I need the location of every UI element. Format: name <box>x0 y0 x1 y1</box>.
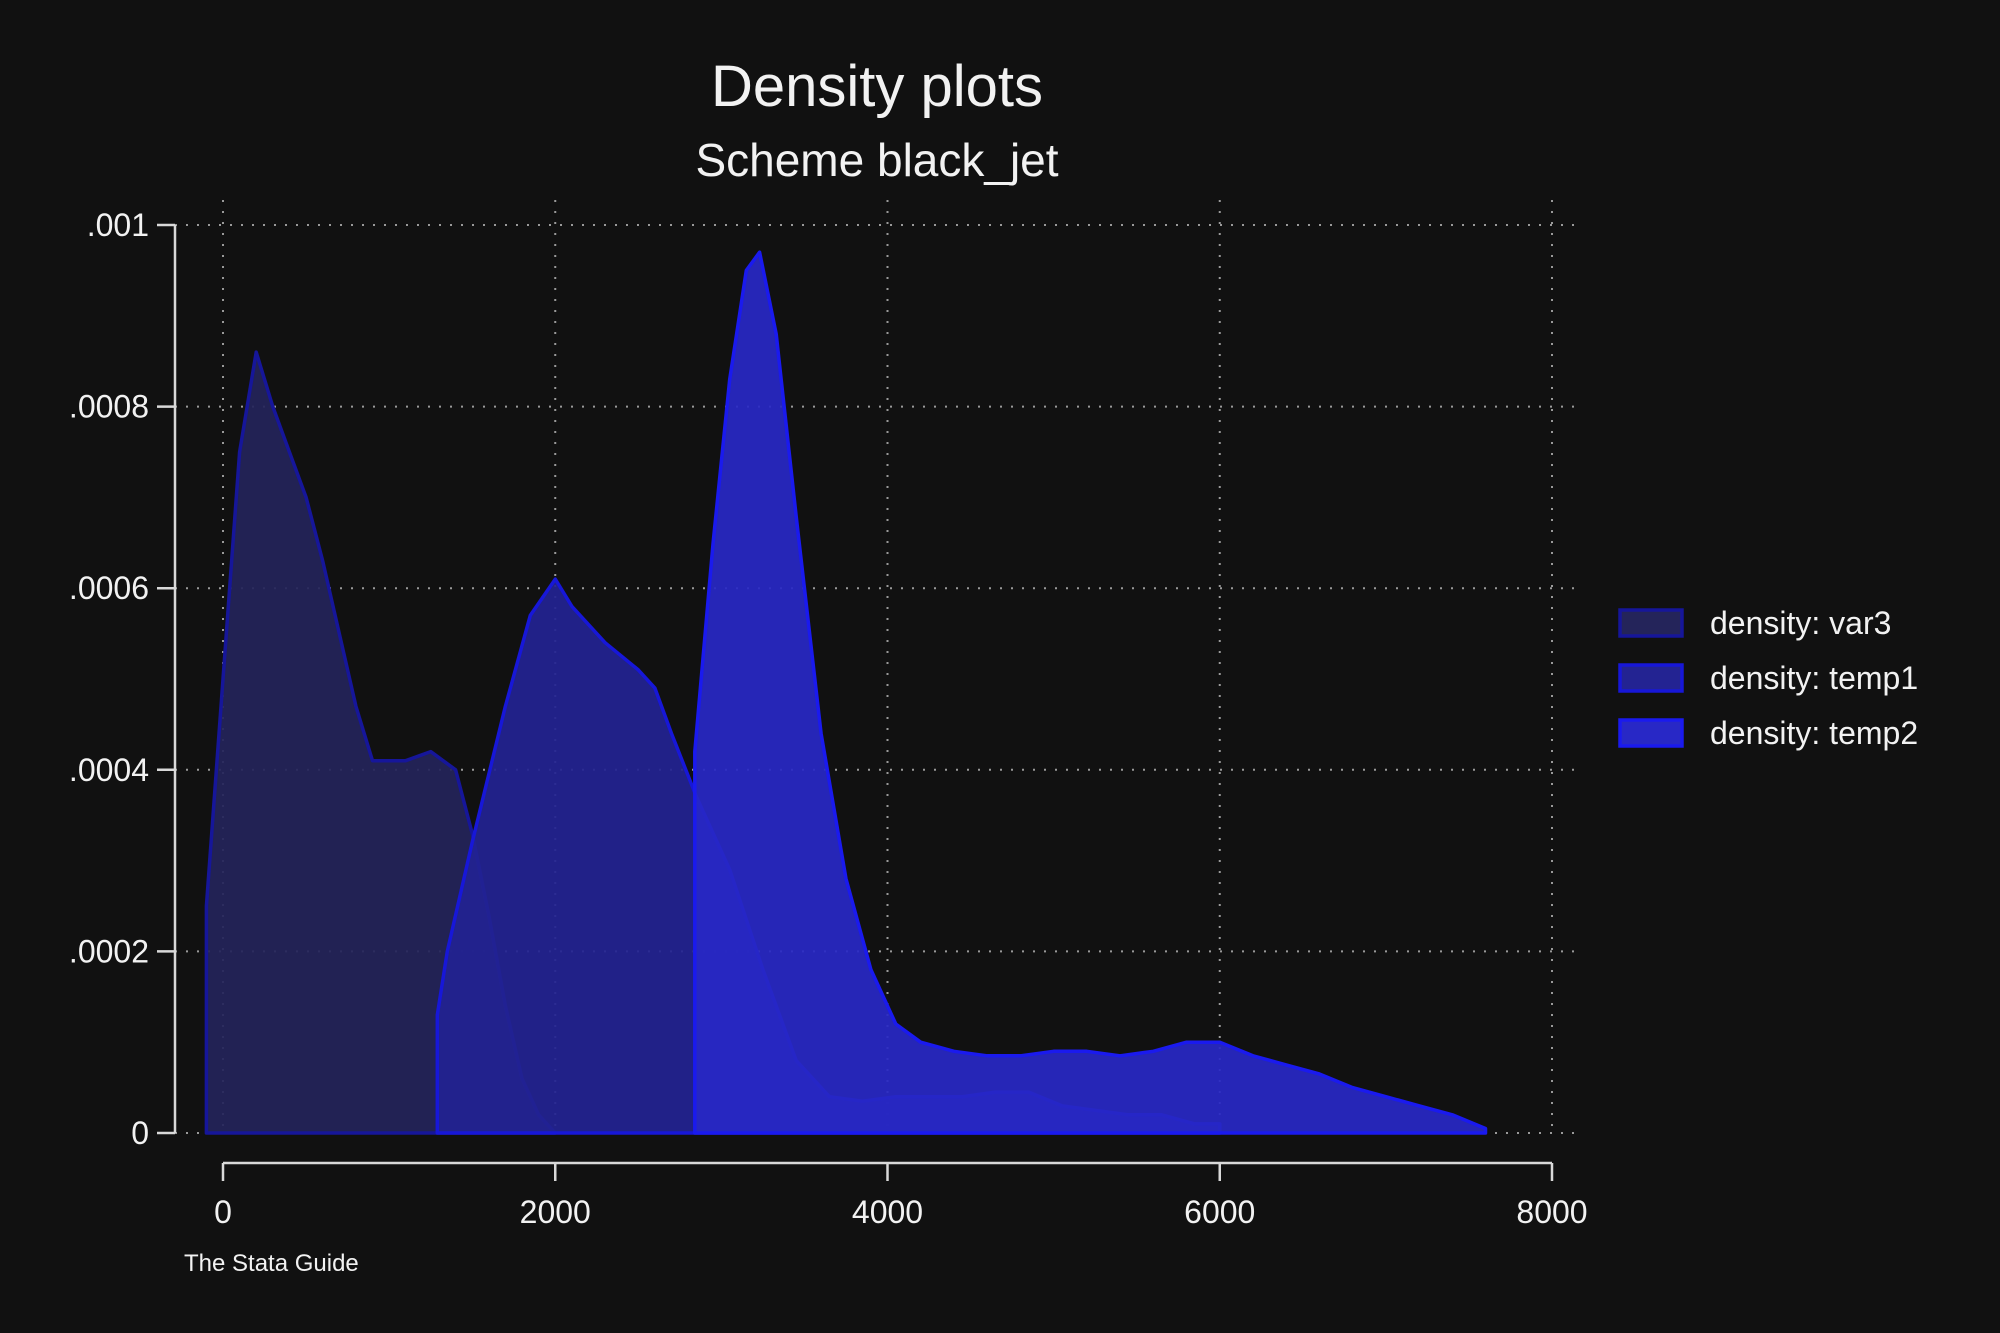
density-area-3 <box>693 250 1488 1135</box>
legend-label-1: density: var3 <box>1710 605 1891 641</box>
y-tick-label: 0 <box>131 1115 149 1151</box>
y-tick-label: .0002 <box>69 933 149 969</box>
x-tick-label: 8000 <box>1516 1194 1587 1230</box>
legend: density: var3 density: temp1 density: temp… <box>1618 605 1918 751</box>
legend-swatch-1 <box>1618 608 1684 638</box>
x-tick-label: 0 <box>214 1194 232 1230</box>
legend-swatch-3 <box>1618 718 1684 748</box>
x-tick-label: 4000 <box>852 1194 923 1230</box>
y-tick-label: .0006 <box>69 570 149 606</box>
chart-subtitle: Scheme black_jet <box>695 134 1058 186</box>
legend-swatch-2 <box>1618 663 1684 693</box>
y-tick-label: .0004 <box>69 752 149 788</box>
density-areas <box>204 250 1488 1135</box>
source-note: The Stata Guide <box>184 1250 359 1277</box>
x-tick-label: 2000 <box>520 1194 591 1230</box>
y-tick-label: .0008 <box>69 389 149 425</box>
grid-lines <box>175 200 1580 1134</box>
x-tick-label: 6000 <box>1184 1194 1255 1230</box>
axes: 0 .0002 .0004 .0006 .0008 .001 0 2000 4000 6000 80… <box>69 207 1588 1230</box>
legend-label-2: density: temp1 <box>1710 660 1918 696</box>
legend-label-3: density: temp2 <box>1710 715 1918 751</box>
y-tick-label: .001 <box>87 207 149 243</box>
chart-title: Density plots <box>711 54 1043 119</box>
